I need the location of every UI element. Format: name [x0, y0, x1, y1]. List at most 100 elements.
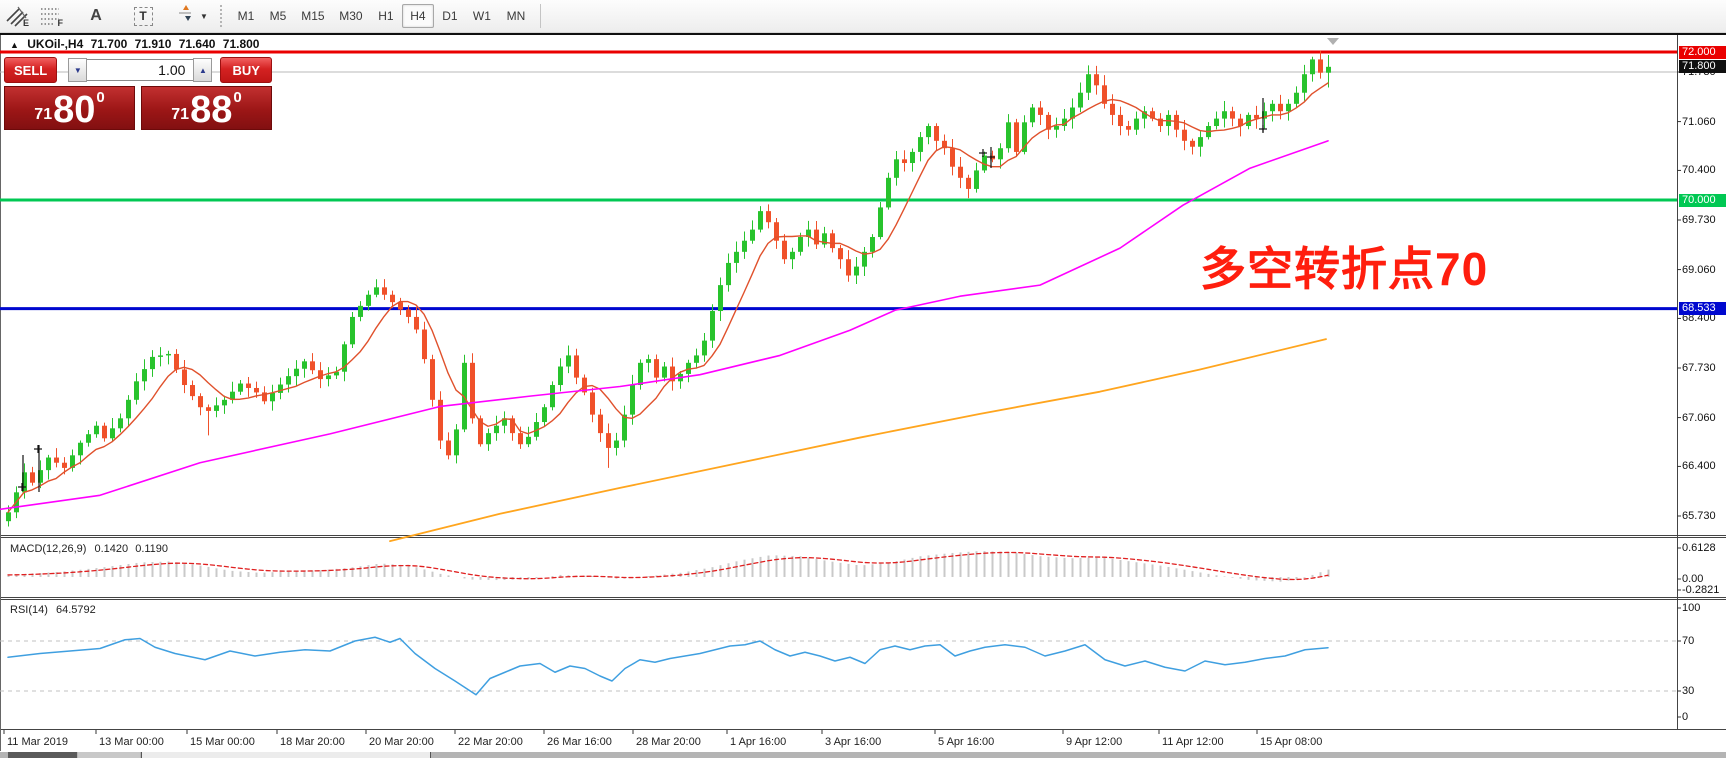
candle-body: [1006, 122, 1011, 149]
volume-increase-button[interactable]: ▲: [193, 58, 213, 82]
candle-body: [790, 251, 795, 260]
candle-body: [1294, 92, 1299, 104]
candle-body: [550, 385, 555, 408]
rsi-panel[interactable]: [0, 600, 1726, 728]
arrow-objects-tool-button[interactable]: ▼: [174, 2, 209, 30]
candle-body: [54, 457, 59, 463]
macd-axis-label: 0.00: [1682, 573, 1704, 585]
timeframe-button-m15[interactable]: M15: [301, 9, 325, 23]
candle-body: [542, 407, 547, 423]
candle-body: [230, 391, 235, 400]
candle-body: [958, 166, 963, 178]
candle-body: [1190, 140, 1195, 147]
candle-body: [1302, 74, 1307, 93]
candle-body: [1030, 107, 1035, 123]
panel-separator: [0, 537, 1726, 538]
main-chart-panel[interactable]: [0, 35, 1726, 535]
time-axis-label: 18 Mar 20:00: [280, 736, 345, 748]
candle-body: [470, 362, 475, 419]
tool-letter: F: [57, 18, 64, 28]
candle-body: [534, 422, 539, 437]
candle-body: [118, 418, 123, 429]
candle-body: [494, 425, 499, 434]
candle-body: [446, 440, 451, 456]
candle-body: [486, 433, 491, 445]
bottom-tab[interactable]: [141, 752, 431, 758]
candle-body: [1102, 85, 1107, 104]
timeframe-button-mn[interactable]: MN: [506, 9, 526, 23]
candle-body: [926, 126, 931, 138]
candle-body: [606, 433, 611, 448]
candle-body: [454, 429, 459, 456]
price-badge-70.000: 70.000: [1679, 193, 1726, 207]
rsi-axis-label: 0: [1682, 711, 1689, 723]
toolbar-separator: [219, 5, 225, 27]
ask-superscript: 0: [233, 89, 242, 106]
price-tick-label: 71.060: [1682, 115, 1716, 128]
channel-lines-icon: [6, 6, 28, 27]
equidistant-channel-tool-button[interactable]: E: [3, 2, 31, 30]
timeframe-button-h1[interactable]: H1: [378, 9, 394, 23]
candle-body: [246, 383, 251, 388]
candle-body: [1062, 118, 1067, 127]
text-label-tool-button[interactable]: A: [82, 2, 110, 30]
macd-axis-label: -0.2821: [1682, 584, 1720, 596]
candle-body: [1262, 111, 1267, 119]
timeframe-button-d1[interactable]: D1: [442, 9, 458, 23]
candle-body: [398, 302, 403, 310]
candle-body: [270, 392, 275, 402]
fibonacci-lines-icon: [41, 8, 59, 25]
toolbar-separator: [539, 4, 541, 28]
price-tick-label: 68.400: [1682, 312, 1716, 325]
candle-body: [942, 140, 947, 149]
macd-panel[interactable]: [0, 538, 1726, 597]
candle-body: [254, 387, 259, 393]
candle-body: [510, 418, 515, 434]
candle-body: [414, 316, 419, 330]
candle-body: [1046, 114, 1051, 130]
bottom-tab[interactable]: [8, 752, 77, 758]
timeframe-button-w1[interactable]: W1: [472, 9, 491, 23]
candle-body: [1054, 126, 1059, 130]
candle-body: [766, 211, 771, 223]
candle-body: [102, 425, 107, 439]
candle-body: [262, 392, 267, 402]
buy-button[interactable]: BUY: [220, 57, 272, 83]
sell-button[interactable]: SELL: [4, 57, 58, 83]
fibonacci-tool-button[interactable]: F: [37, 2, 65, 30]
candle-body: [598, 414, 603, 434]
panel-separator[interactable]: [0, 597, 1726, 598]
candle-body: [406, 309, 411, 317]
candle-body: [870, 237, 875, 252]
timeframe-button-h4[interactable]: H4: [401, 4, 434, 28]
bid-big-digits: 80: [53, 89, 96, 131]
ask-price-tile[interactable]: 71 88 0: [140, 86, 272, 130]
time-axis-label: 3 Apr 16:00: [825, 736, 882, 748]
candle-body: [630, 385, 635, 415]
candle-body: [1126, 126, 1131, 130]
candle-body: [798, 237, 803, 252]
volume-input[interactable]: [87, 59, 194, 81]
text-box-tool-button[interactable]: T: [129, 2, 157, 30]
candle-body: [1310, 59, 1315, 75]
timeframe-button-m1[interactable]: M1: [237, 9, 255, 23]
panel-separator[interactable]: [0, 535, 1726, 536]
candle-body: [158, 355, 163, 357]
candle-body: [422, 329, 427, 360]
bid-price-tile[interactable]: 71 80 0: [4, 86, 136, 131]
price-axis-line: [1677, 35, 1678, 730]
volume-decrease-button[interactable]: ▼: [68, 58, 88, 82]
candle-body: [1110, 103, 1115, 115]
ma-slow-line: [389, 338, 1327, 543]
bottom-tab[interactable]: [78, 752, 140, 758]
timeframe-button-m5[interactable]: M5: [269, 9, 287, 23]
candle-body: [590, 392, 595, 415]
candle-body: [350, 316, 355, 345]
candle-body: [734, 251, 739, 263]
price-badge-71.800: 71.800: [1679, 60, 1726, 74]
candle-body: [182, 369, 187, 386]
time-axis-label: 20 Mar 20:00: [369, 736, 434, 748]
timeframe-button-m30[interactable]: M30: [339, 9, 363, 23]
candle-body: [774, 222, 779, 241]
